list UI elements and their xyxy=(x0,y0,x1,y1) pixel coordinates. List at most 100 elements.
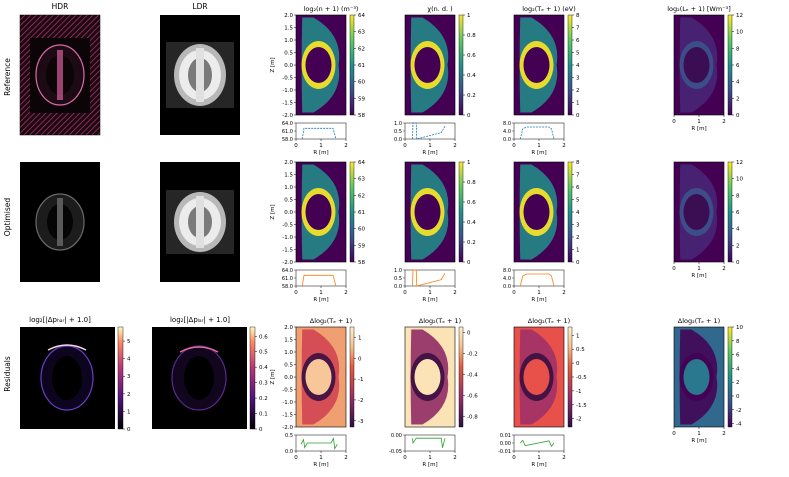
y-tick-label: 0.0 xyxy=(284,210,293,216)
profile-line xyxy=(519,439,555,447)
colorbar xyxy=(567,161,573,263)
res-hdr-colorbar xyxy=(117,326,124,430)
ldr-title: LDR xyxy=(192,2,207,11)
colorbar-tick-label: 0 xyxy=(467,330,471,336)
profile-y-tick-label: -0.01 xyxy=(498,449,511,455)
x-tick-label: 0 xyxy=(294,455,298,461)
x-tick-label: 2 xyxy=(722,431,726,437)
colorbar-tick-label: 2 xyxy=(736,243,740,249)
x-axis-label: R [m] xyxy=(313,297,328,303)
panel-title: log₂(Lₑ + 1) [Wm⁻³] xyxy=(667,5,731,13)
colorbar-tick-label: 0.4 xyxy=(467,73,476,79)
colorbar-tick-label: 58 xyxy=(358,260,365,266)
profile-line xyxy=(519,126,555,140)
x-tick-label: 0 xyxy=(512,143,516,149)
x-tick-label: 1 xyxy=(697,119,701,125)
colorbar-tick-label: 4 xyxy=(736,80,740,86)
profile-y-tick-label: 0.5 xyxy=(285,433,293,439)
colorbar-tick-label: 12 xyxy=(736,13,743,19)
profile-line xyxy=(300,437,338,450)
y-tick-label: -1.5 xyxy=(282,413,293,419)
colorbar-tick-label: -2 xyxy=(358,398,363,404)
y-tick-label: 0.5 xyxy=(284,51,293,57)
y-tick-label: 1.5 xyxy=(284,173,293,179)
colorbar-tick-label: 2 xyxy=(736,96,740,102)
ldr-reference-image xyxy=(160,15,240,135)
profile-frame xyxy=(513,122,565,140)
profile-y-tick-label: 1.0 xyxy=(394,268,402,274)
profile-y-tick-label: 0.0 xyxy=(394,284,402,290)
x-tick-label: 2 xyxy=(562,290,566,296)
colorbar-tick-label: 8 xyxy=(736,46,740,52)
x-tick-label: 2 xyxy=(722,266,726,272)
colorbar-tick-label: 0 xyxy=(358,356,362,362)
colorbar-tick-label: 0.5 xyxy=(259,350,268,356)
x-tick-label: 2 xyxy=(344,143,348,149)
colorbar-tick-label: 8 xyxy=(736,339,740,345)
x-tick-label: 2 xyxy=(453,143,457,149)
colorbar-tick-label: 7 xyxy=(576,26,580,32)
y-tick-label: 2.0 xyxy=(284,13,293,19)
x-tick-label: 2 xyxy=(453,290,457,296)
y-tick-label: 1.0 xyxy=(284,185,293,191)
profile-y-tick-label: 0.00 xyxy=(500,441,511,447)
res-ldr-image xyxy=(152,327,247,429)
x-tick-label: 1 xyxy=(537,143,541,149)
y-tick-label: -1.0 xyxy=(282,235,293,241)
plot-panels: log₂(n + 1) (m⁻³) -2.0 -1.5 -1.0 -0.5 0.0 0.5 1… xyxy=(270,5,743,468)
colorbar-tick-label: -1.5 xyxy=(576,403,587,409)
colorbar-tick-label: 59 xyxy=(358,96,365,102)
y-tick-label: 1.5 xyxy=(284,338,293,344)
x-tick-label: 2 xyxy=(344,455,348,461)
colorbar-tick-label: 4 xyxy=(576,210,580,216)
panel-title: log₂(n + 1) (m⁻³) xyxy=(304,5,359,13)
colorbar-tick-label: -1 xyxy=(358,377,363,383)
x-tick-label: 1 xyxy=(319,290,323,296)
colorbar-tick-label: 59 xyxy=(358,243,365,249)
colorbar-tick-label: 1 xyxy=(358,335,362,341)
x-tick-label: 1 xyxy=(428,143,432,149)
colorbar-tick-label: 0 xyxy=(127,427,131,433)
panel-res-emission: Δlog₂(Tₑ + 1) -4 -2 0 2 4 6 8 10 0 1 2 R [m] xyxy=(672,317,743,444)
colorbar-tick-label: 1 xyxy=(467,13,471,19)
colorbar xyxy=(458,161,464,263)
x-axis-label: R [m] xyxy=(531,462,546,468)
colorbar-tick-label: 12 xyxy=(736,160,743,166)
y-tick-label: 0.5 xyxy=(284,363,293,369)
colorbar-tick-label: -1 xyxy=(576,389,581,395)
plot-frame xyxy=(404,326,456,428)
core-region xyxy=(683,359,710,395)
y-tick-label: 1.0 xyxy=(284,38,293,44)
profile-y-tick-label: 8.0 xyxy=(503,121,511,127)
core-region xyxy=(683,47,710,83)
profile-y-tick-label: 1.0 xyxy=(394,121,402,127)
colorbar-tick-label: 63 xyxy=(358,30,365,36)
colorbar-tick-label: 6 xyxy=(576,38,580,44)
y-tick-label: 0.0 xyxy=(284,375,293,381)
colorbar-tick-label: 6 xyxy=(736,210,740,216)
colorbar-tick-label: 7 xyxy=(576,173,580,179)
profile-y-tick-label: 8.0 xyxy=(503,268,511,274)
y-axis-label: Z [m] xyxy=(270,57,276,72)
core-region xyxy=(414,194,441,230)
profile-y-tick-label: 61.0 xyxy=(282,276,293,282)
panel-opt-chi: 00.20.40.60.811.00.50.00 1 2R [m] xyxy=(394,160,476,303)
colorbar-tick-label: 62 xyxy=(358,193,365,199)
y-tick-label: 0.0 xyxy=(284,63,293,69)
colorbar xyxy=(349,161,355,263)
x-tick-label: 1 xyxy=(428,290,432,296)
colorbar xyxy=(727,14,733,116)
profile-y-tick-label: 0.00 xyxy=(391,433,402,439)
colorbar-tick-label: 0.2 xyxy=(467,93,476,99)
colorbar-tick-label: 4 xyxy=(127,357,131,363)
colorbar-tick-label: 0 xyxy=(259,427,263,433)
x-axis-label: R [m] xyxy=(691,438,706,444)
panel-title: Δlog₂(Tₑ + 1) xyxy=(528,317,570,325)
colorbar-tick-label: 0.4 xyxy=(467,220,476,226)
colorbar-tick-label: 2 xyxy=(576,235,580,241)
colorbar-tick-label: 0 xyxy=(467,260,471,266)
colorbar xyxy=(727,326,733,428)
panel-res-chi: Δlog₂(Tₑ + 1)-0.8-0.6-0.4-0.200.00-0.050… xyxy=(389,317,478,468)
